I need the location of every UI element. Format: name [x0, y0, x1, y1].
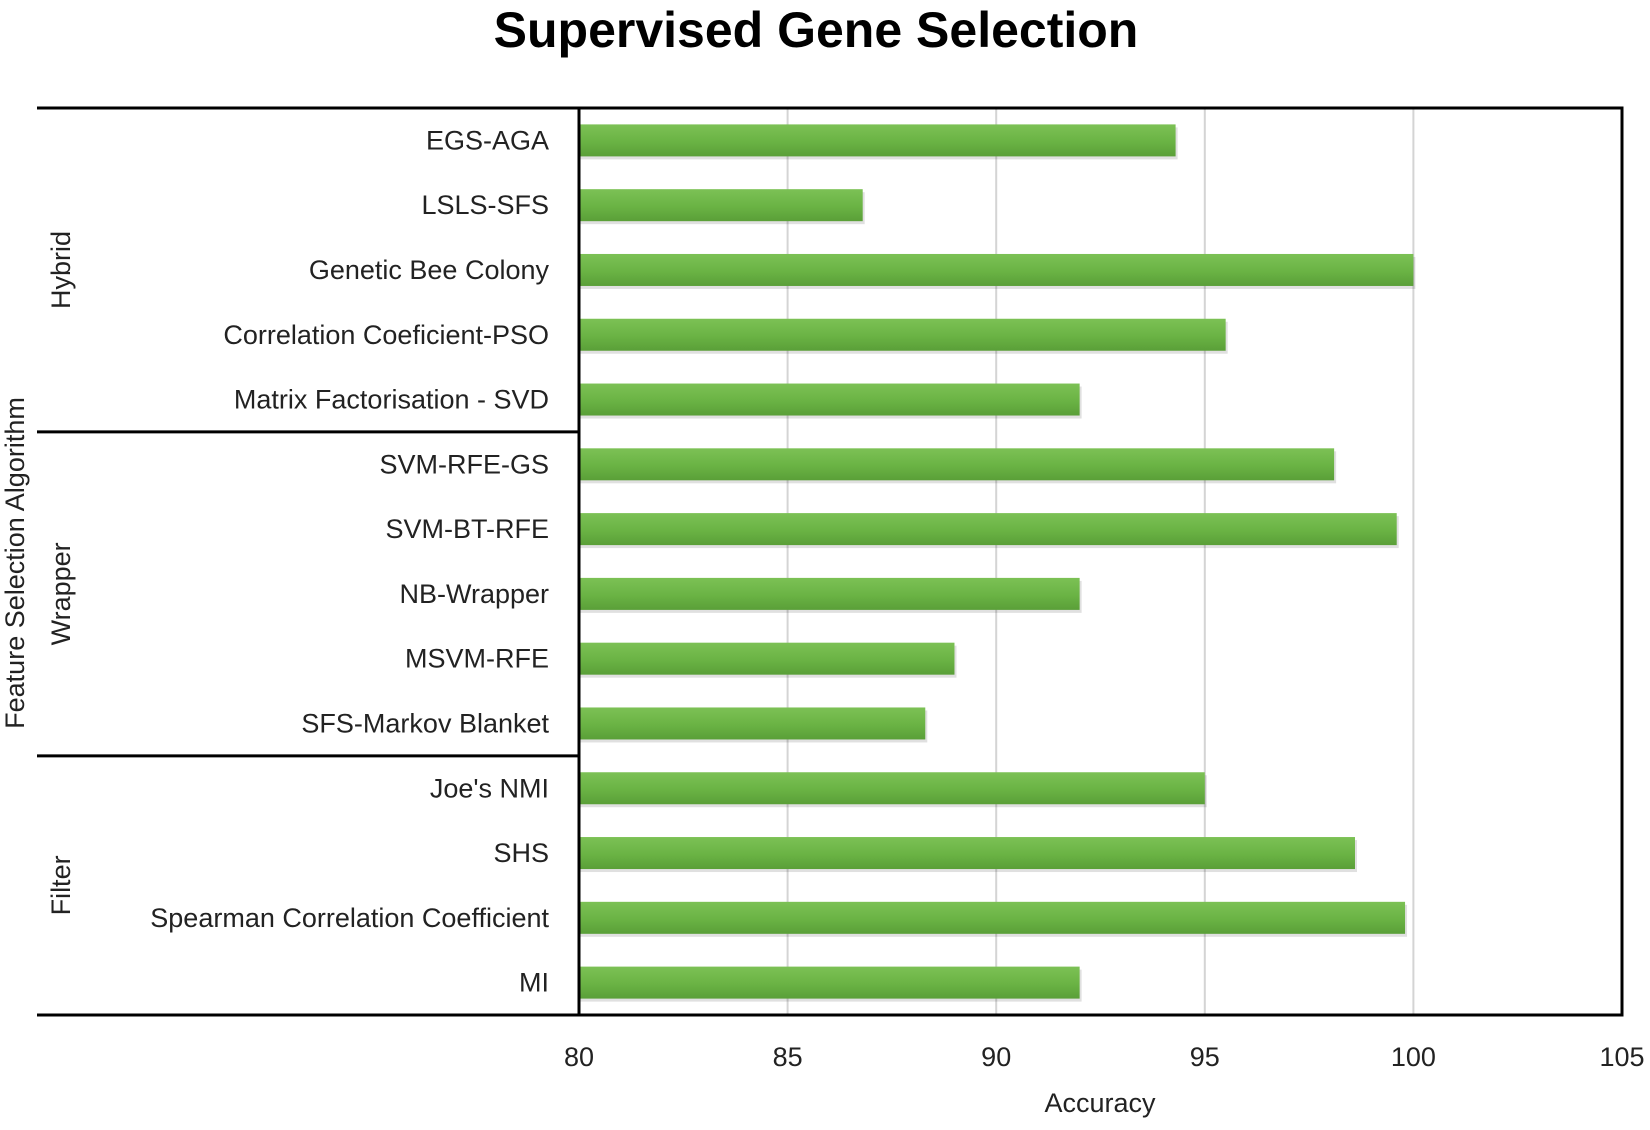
- group-label-filter: Filter: [46, 855, 76, 915]
- bar-11: [579, 837, 1355, 870]
- category-label: Joe's NMI: [430, 773, 549, 803]
- group-label-wrapper: Wrapper: [46, 542, 76, 645]
- bar-12: [579, 901, 1406, 934]
- x-tick-label: 100: [1391, 1042, 1436, 1072]
- category-label: Matrix Factorisation - SVD: [234, 385, 549, 415]
- category-label: SHS: [493, 838, 549, 868]
- group-labels: Hybrid Wrapper Filter: [46, 231, 76, 915]
- category-label: SVM-RFE-GS: [379, 449, 549, 479]
- bar-13: [579, 966, 1080, 999]
- category-label: MSVM-RFE: [405, 644, 549, 674]
- category-label: SFS-Markov Blanket: [301, 708, 549, 738]
- bar-10: [579, 772, 1205, 805]
- bar-8: [579, 642, 955, 675]
- chart-title: Supervised Gene Selection: [494, 2, 1139, 58]
- x-tick-label: 80: [564, 1042, 594, 1072]
- plot-border: [577, 106, 1624, 1017]
- bar-4: [579, 383, 1080, 416]
- x-tick-label: 95: [1190, 1042, 1220, 1072]
- y-axis-title: Feature Selection Algorithm: [0, 397, 30, 729]
- category-label: Genetic Bee Colony: [309, 255, 550, 285]
- bar-0: [579, 124, 1176, 157]
- gridlines: [786, 108, 1415, 1015]
- category-label: Spearman Correlation Coefficient: [150, 903, 549, 933]
- category-label: EGS-AGA: [426, 125, 549, 155]
- bar-6: [579, 513, 1397, 546]
- group-label-hybrid: Hybrid: [46, 231, 76, 309]
- bar-1: [579, 189, 863, 222]
- category-label: LSLS-SFS: [421, 190, 549, 220]
- plot-frame: [37, 106, 1624, 1017]
- bar-5: [579, 448, 1335, 481]
- bar-2: [579, 253, 1414, 286]
- category-labels: EGS-AGA LSLS-SFS Genetic Bee Colony Correla…: [150, 125, 549, 997]
- bar-9: [579, 707, 926, 740]
- category-label: NB-Wrapper: [399, 579, 549, 609]
- x-tick-label: 85: [773, 1042, 803, 1072]
- category-label: Correlation Coeficient-PSO: [223, 320, 549, 350]
- bar-3: [579, 318, 1226, 351]
- category-label: SVM-BT-RFE: [385, 514, 549, 544]
- bar-7: [579, 577, 1080, 610]
- x-tick-label: 90: [981, 1042, 1011, 1072]
- x-tick-labels: 80 85 90 95 100 105: [564, 1042, 1645, 1072]
- x-tick-label: 105: [1599, 1042, 1644, 1072]
- x-axis-title: Accuracy: [1044, 1088, 1156, 1118]
- bars: [579, 124, 1416, 1002]
- category-label: MI: [519, 968, 549, 998]
